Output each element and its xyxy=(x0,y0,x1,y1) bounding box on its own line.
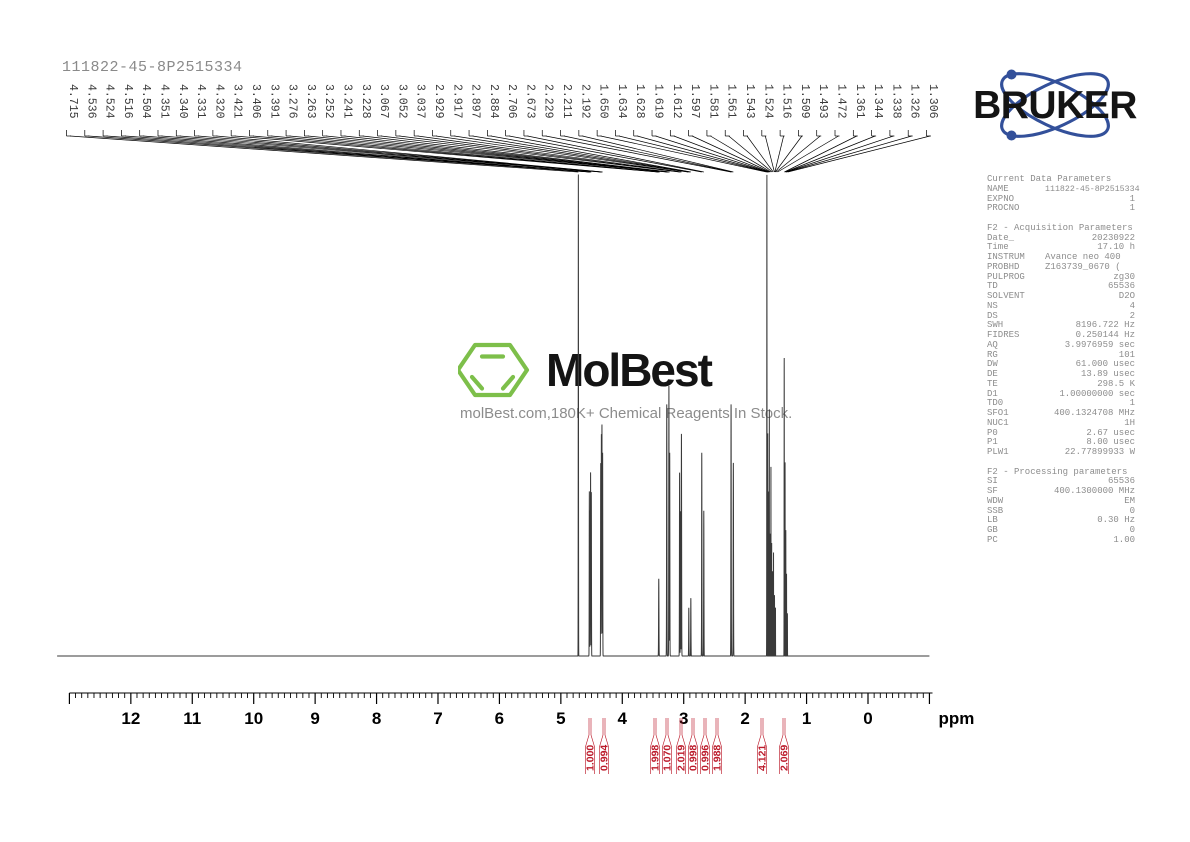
svg-text:6: 6 xyxy=(495,709,504,728)
svg-text:1.306: 1.306 xyxy=(926,84,939,119)
svg-text:1.344: 1.344 xyxy=(871,84,884,119)
svg-text:4: 4 xyxy=(618,709,628,728)
svg-text:1.988: 1.988 xyxy=(712,745,724,771)
svg-text:2.192: 2.192 xyxy=(578,84,591,119)
svg-text:1.543: 1.543 xyxy=(743,84,756,119)
svg-text:3.406: 3.406 xyxy=(249,84,262,119)
svg-text:3.276: 3.276 xyxy=(286,84,299,119)
svg-text:3.052: 3.052 xyxy=(395,84,408,119)
svg-text:1.597: 1.597 xyxy=(688,84,701,119)
svg-text:2.069: 2.069 xyxy=(779,745,791,771)
svg-text:4.331: 4.331 xyxy=(194,84,207,119)
svg-text:1.338: 1.338 xyxy=(889,84,902,119)
svg-text:3.391: 3.391 xyxy=(267,84,280,119)
svg-text:1.612: 1.612 xyxy=(670,84,683,119)
svg-text:1.516: 1.516 xyxy=(780,84,793,119)
svg-text:4.340: 4.340 xyxy=(176,84,189,119)
svg-text:1.650: 1.650 xyxy=(597,84,610,119)
svg-text:1.619: 1.619 xyxy=(652,84,665,119)
svg-text:2.673: 2.673 xyxy=(523,84,536,119)
svg-text:1.998: 1.998 xyxy=(650,745,662,771)
svg-text:3.241: 3.241 xyxy=(340,84,353,119)
svg-text:1.472: 1.472 xyxy=(835,84,848,119)
svg-text:ppm: ppm xyxy=(938,709,974,728)
svg-text:0.994: 0.994 xyxy=(599,745,611,771)
svg-text:2.211: 2.211 xyxy=(560,84,573,119)
svg-text:4.524: 4.524 xyxy=(103,84,116,119)
svg-text:0.998: 0.998 xyxy=(688,745,700,771)
svg-text:3.067: 3.067 xyxy=(377,84,390,119)
svg-text:1.000: 1.000 xyxy=(585,745,597,771)
svg-text:1.628: 1.628 xyxy=(633,84,646,119)
svg-text:9: 9 xyxy=(310,709,319,728)
svg-text:1.509: 1.509 xyxy=(798,84,811,119)
svg-text:4.715: 4.715 xyxy=(66,84,79,119)
svg-text:1.326: 1.326 xyxy=(908,84,921,119)
svg-text:4.121: 4.121 xyxy=(757,745,769,771)
svg-text:10: 10 xyxy=(244,709,263,728)
svg-text:2.929: 2.929 xyxy=(432,84,445,119)
svg-text:3: 3 xyxy=(679,709,688,728)
svg-text:1.361: 1.361 xyxy=(853,84,866,119)
svg-text:1.524: 1.524 xyxy=(761,84,774,119)
svg-text:5: 5 xyxy=(556,709,565,728)
svg-text:3.252: 3.252 xyxy=(322,84,335,119)
svg-text:2.884: 2.884 xyxy=(487,84,500,119)
svg-text:3.037: 3.037 xyxy=(414,84,427,119)
svg-text:1.581: 1.581 xyxy=(706,84,719,119)
svg-text:0: 0 xyxy=(863,709,872,728)
svg-text:1.561: 1.561 xyxy=(725,84,738,119)
svg-text:12: 12 xyxy=(121,709,140,728)
svg-text:1.493: 1.493 xyxy=(816,84,829,119)
svg-text:3.421: 3.421 xyxy=(231,84,244,119)
svg-text:0.996: 0.996 xyxy=(700,745,712,771)
svg-text:4.320: 4.320 xyxy=(212,84,225,119)
svg-text:3.263: 3.263 xyxy=(304,84,317,119)
svg-text:2.897: 2.897 xyxy=(469,84,482,119)
svg-text:2.917: 2.917 xyxy=(450,84,463,119)
svg-text:7: 7 xyxy=(433,709,442,728)
svg-text:4.504: 4.504 xyxy=(139,84,152,119)
svg-text:1.634: 1.634 xyxy=(615,84,628,119)
svg-text:1.070: 1.070 xyxy=(662,745,674,771)
svg-text:1: 1 xyxy=(802,709,811,728)
svg-text:4.351: 4.351 xyxy=(157,84,170,119)
svg-text:2.229: 2.229 xyxy=(542,84,555,119)
svg-text:2.019: 2.019 xyxy=(676,745,688,771)
svg-text:4.536: 4.536 xyxy=(84,84,97,119)
svg-text:2: 2 xyxy=(740,709,749,728)
svg-text:4.516: 4.516 xyxy=(121,84,134,119)
svg-text:2.706: 2.706 xyxy=(505,84,518,119)
svg-text:11: 11 xyxy=(183,709,201,728)
svg-text:8: 8 xyxy=(372,709,381,728)
svg-text:3.228: 3.228 xyxy=(359,84,372,119)
